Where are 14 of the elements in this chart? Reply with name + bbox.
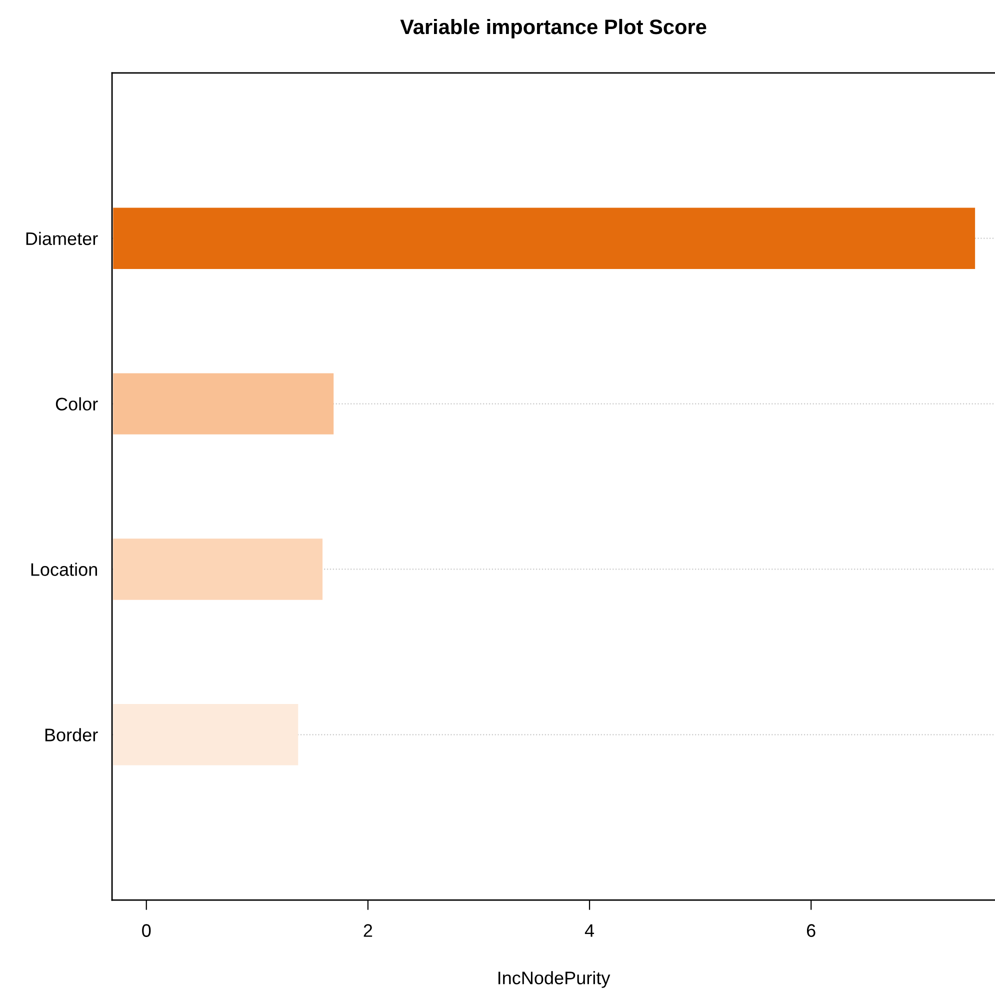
bar (113, 538, 323, 600)
x-tick-label: 0 (142, 924, 151, 937)
x-tick-label: 2 (364, 924, 372, 937)
y-tick-label: Color (56, 397, 98, 411)
chart-title: Variable importance Plot Score (400, 18, 706, 38)
y-tick-label: Border (45, 728, 98, 742)
x-tick-label: 6 (806, 924, 816, 937)
y-tick-label: Location (31, 562, 97, 576)
x-axis-title: IncNodePurity (498, 971, 610, 988)
bar (113, 208, 976, 269)
y-tick-label: Diameter (26, 232, 98, 246)
x-tick-label: 4 (584, 924, 594, 937)
bar (113, 373, 334, 434)
bar (113, 704, 298, 766)
